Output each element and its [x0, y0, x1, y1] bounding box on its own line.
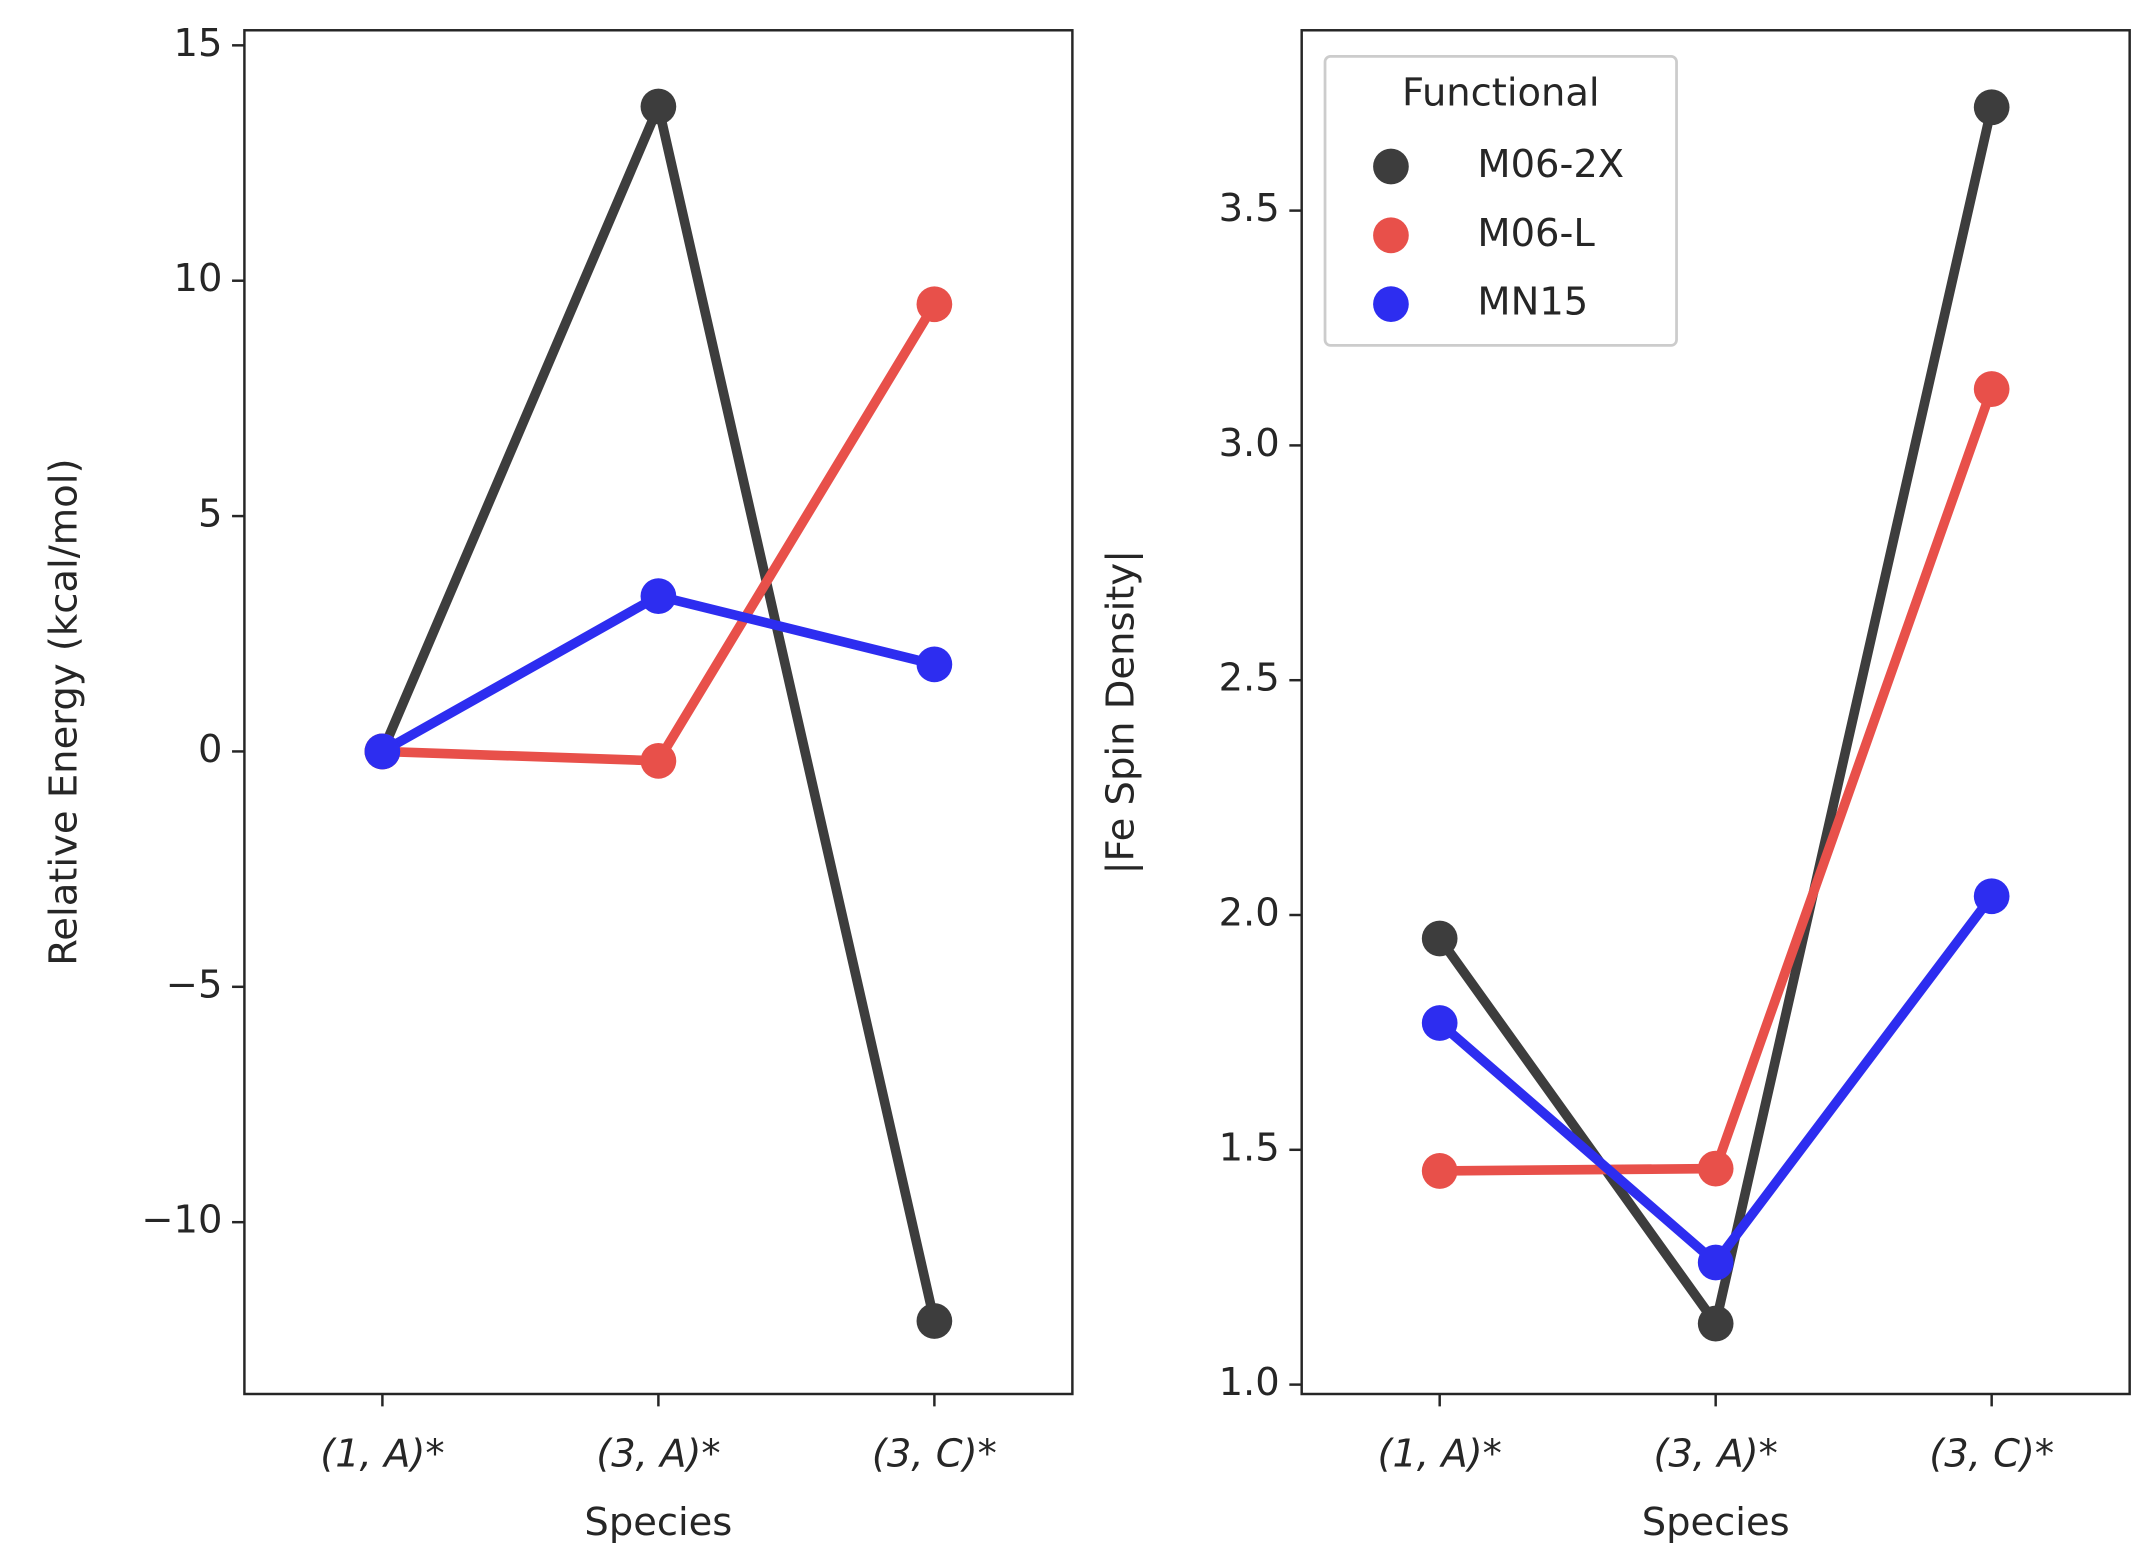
data-point — [1421, 920, 1458, 957]
x-tick-label: (3, A)* — [1653, 1431, 1777, 1476]
data-point — [916, 1303, 953, 1339]
x-axis-label: Species — [1642, 1500, 1790, 1545]
x-tick-label: (3, C)* — [1929, 1431, 2054, 1476]
y-tick-label: 1.5 — [1219, 1125, 1280, 1170]
series-line — [1436, 893, 1996, 1270]
data-point — [640, 88, 677, 125]
plot-frame — [243, 29, 1074, 1396]
data-point — [640, 742, 677, 779]
legend-box — [1323, 55, 1678, 347]
y-tick-label: −10 — [141, 1198, 222, 1243]
series-line — [382, 301, 939, 766]
legend-marker — [1373, 286, 1409, 323]
data-point — [640, 578, 677, 614]
y-tick-label: 3.0 — [1219, 421, 1280, 466]
data-point — [364, 733, 401, 770]
legend: Functional M06-2X M06-L MN15 — [1323, 55, 1678, 347]
data-point — [1421, 1005, 1458, 1041]
y-tick-label: 0 — [198, 727, 222, 772]
x-tick-label: (1, A)* — [1377, 1431, 1501, 1476]
y-tick-label: 2.5 — [1219, 656, 1280, 701]
x-tick-label: (3, C)* — [872, 1431, 997, 1476]
data-point — [916, 286, 953, 323]
data-point — [1697, 1244, 1734, 1281]
y-tick-label: 3.5 — [1219, 186, 1280, 231]
y-tick-label: 1.0 — [1219, 1360, 1280, 1405]
series-line — [380, 590, 936, 756]
y-tick-label: −5 — [166, 962, 223, 1007]
y-tick-label: 2.0 — [1219, 890, 1280, 935]
legend-label: M06-L — [1477, 211, 1595, 256]
y-tick-label: 10 — [174, 256, 223, 301]
data-point — [1973, 878, 2010, 915]
x-axis-label: Species — [584, 1500, 732, 1545]
legend-marker — [1373, 217, 1409, 254]
y-axis-label: Relative Energy (kcal/mol) — [41, 459, 86, 966]
data-point — [1697, 1305, 1734, 1342]
data-point — [1973, 371, 2010, 407]
x-tick-label: (3, A)* — [596, 1431, 720, 1476]
x-tick-label: (1, A)* — [320, 1431, 444, 1476]
y-tick-label: 15 — [174, 21, 223, 66]
legend-marker — [1373, 148, 1409, 185]
data-point — [916, 646, 953, 683]
y-tick-label: 5 — [198, 492, 222, 537]
data-point — [1973, 89, 2010, 126]
series-line — [377, 91, 940, 1323]
y-axis-label: |Fe Spin Density| — [1099, 550, 1144, 875]
data-point — [1421, 1153, 1458, 1189]
legend-label: M06-2X — [1477, 142, 1624, 187]
legend-label: MN15 — [1477, 280, 1588, 325]
data-point — [1697, 1150, 1734, 1187]
legend-title: Functional — [1402, 70, 1600, 115]
